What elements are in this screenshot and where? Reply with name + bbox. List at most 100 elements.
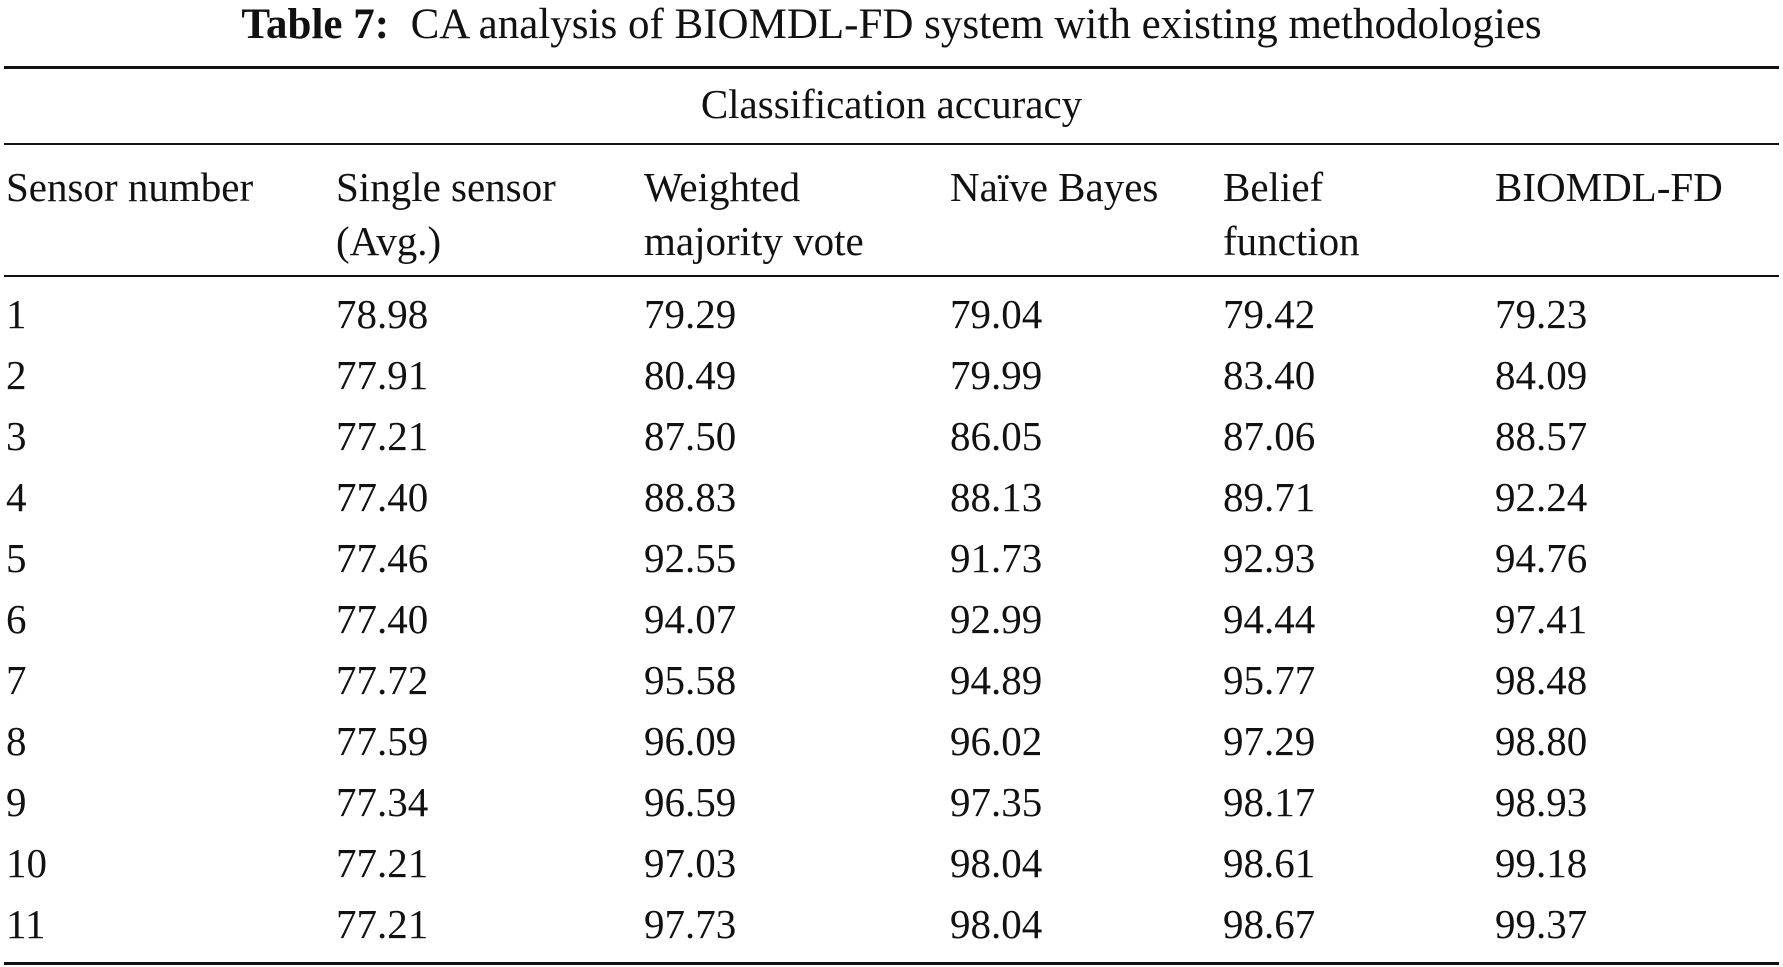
- table-cell: 9: [6, 779, 27, 825]
- table-cell: 96.02: [950, 718, 1043, 764]
- table-cell: 92.93: [1223, 535, 1316, 581]
- table-cell: 89.71: [1223, 474, 1316, 520]
- table-cell: 92.99: [950, 596, 1043, 642]
- table-cell: 4: [6, 474, 27, 520]
- table-cell: 96.59: [644, 779, 737, 825]
- table-cell: 7: [6, 657, 27, 703]
- column-header-line: Belief: [1223, 164, 1324, 210]
- table-cell: 87.50: [644, 413, 737, 459]
- column-header-rule: [4, 275, 1779, 277]
- column-header-biomdl-fd: BIOMDL-FD: [1495, 160, 1723, 214]
- table-cell: 98.67: [1223, 901, 1316, 947]
- column-header-line: BIOMDL-FD: [1495, 164, 1723, 210]
- table-cell: 11: [6, 901, 46, 947]
- table-cell: 86.05: [950, 413, 1043, 459]
- column-header-line: (Avg.): [336, 218, 442, 264]
- table-cell: 97.41: [1495, 596, 1588, 642]
- table-cell: 87.06: [1223, 413, 1316, 459]
- table-cell: 97.35: [950, 779, 1043, 825]
- table-row: 7 77.72 95.58 94.89 95.77 98.48: [0, 650, 1783, 711]
- column-header-line: Sensor number: [6, 164, 254, 210]
- group-header-rule: [4, 143, 1779, 145]
- table-cell: 83.40: [1223, 352, 1316, 398]
- table-cell: 77.59: [336, 718, 429, 764]
- table-row: 3 77.21 87.50 86.05 87.06 88.57: [0, 406, 1783, 467]
- table-cell: 77.21: [336, 413, 429, 459]
- table-cell: 92.55: [644, 535, 737, 581]
- table-cell: 8: [6, 718, 27, 764]
- table-cell: 98.61: [1223, 840, 1316, 886]
- table-cell: 97.29: [1223, 718, 1316, 764]
- table-cell: 79.04: [950, 291, 1043, 337]
- table-cell: 79.42: [1223, 291, 1316, 337]
- table-cell: 10: [6, 840, 47, 886]
- table-cell: 84.09: [1495, 352, 1588, 398]
- table-cell: 95.77: [1223, 657, 1316, 703]
- column-header-sensor-number: Sensor number: [6, 160, 253, 214]
- table-row: 4 77.40 88.83 88.13 89.71 92.24: [0, 467, 1783, 528]
- table-bottom-rule: [4, 962, 1779, 965]
- table-cell: 91.73: [950, 535, 1043, 581]
- table-row: 2 77.91 80.49 79.99 83.40 84.09: [0, 345, 1783, 406]
- table-cell: 94.07: [644, 596, 737, 642]
- table-cell: 6: [6, 596, 27, 642]
- column-header-line: function: [1223, 218, 1360, 264]
- table-row: 11 77.21 97.73 98.04 98.67 99.37: [0, 894, 1783, 955]
- table-row: 10 77.21 97.03 98.04 98.61 99.18: [0, 833, 1783, 894]
- table-cell: 98.48: [1495, 657, 1588, 703]
- table-cell: 77.46: [336, 535, 429, 581]
- table-cell: 77.40: [336, 596, 429, 642]
- table-cell: 97.03: [644, 840, 737, 886]
- table-cell: 98.04: [950, 901, 1043, 947]
- table-cell: 77.40: [336, 474, 429, 520]
- column-header-belief-function: Belief function: [1223, 160, 1360, 268]
- table-cell: 80.49: [644, 352, 737, 398]
- table-cell: 79.99: [950, 352, 1043, 398]
- table-cell: 78.98: [336, 291, 429, 337]
- table-cell: 98.17: [1223, 779, 1316, 825]
- table-cell: 96.09: [644, 718, 737, 764]
- column-header-weighted-majority-vote: Weighted majority vote: [644, 160, 864, 268]
- table-cell: 99.18: [1495, 840, 1588, 886]
- table-cell: 97.73: [644, 901, 737, 947]
- table-cell: 98.04: [950, 840, 1043, 886]
- table-cell: 98.93: [1495, 779, 1588, 825]
- table-caption-text: CA analysis of BIOMDL-FD system with exi…: [410, 1, 1542, 48]
- column-header-line: Naïve Bayes: [950, 164, 1159, 210]
- group-header: Classification accuracy: [700, 81, 1083, 127]
- table-cell: 99.37: [1495, 901, 1588, 947]
- table-cell: 1: [6, 291, 27, 337]
- column-header-line: Single sensor: [336, 164, 556, 210]
- table-row: 6 77.40 94.07 92.99 94.44 97.41: [0, 589, 1783, 650]
- table-caption: Table 7: CA analysis of BIOMDL-FD system…: [0, 0, 1783, 50]
- table-cell: 3: [6, 413, 27, 459]
- table-row: 5 77.46 92.55 91.73 92.93 94.76: [0, 528, 1783, 589]
- table-cell: 92.24: [1495, 474, 1588, 520]
- column-header-line: Weighted: [644, 164, 801, 210]
- table-cell: 77.34: [336, 779, 429, 825]
- table-cell: 94.76: [1495, 535, 1588, 581]
- table-cell: 77.72: [336, 657, 429, 703]
- table-cell: 5: [6, 535, 27, 581]
- table-row: 1 78.98 79.29 79.04 79.42 79.23: [0, 284, 1783, 345]
- table-row: 9 77.34 96.59 97.35 98.17 98.93: [0, 772, 1783, 833]
- table-cell: 77.21: [336, 901, 429, 947]
- table-cell: 95.58: [644, 657, 737, 703]
- table-cell: 98.80: [1495, 718, 1588, 764]
- table-top-rule: [4, 66, 1779, 69]
- table-cell: 79.29: [644, 291, 737, 337]
- column-header-naive-bayes: Naïve Bayes: [950, 160, 1158, 214]
- table-row: 8 77.59 96.09 96.02 97.29 98.80: [0, 711, 1783, 772]
- table-caption-label: Table 7:: [241, 1, 390, 48]
- table-cell: 94.89: [950, 657, 1043, 703]
- table-cell: 77.21: [336, 840, 429, 886]
- table-cell: 77.91: [336, 352, 429, 398]
- table-cell: 88.83: [644, 474, 737, 520]
- column-header-single-sensor: Single sensor (Avg.): [336, 160, 556, 268]
- table-cell: 88.57: [1495, 413, 1588, 459]
- table-cell: 88.13: [950, 474, 1043, 520]
- table-cell: 2: [6, 352, 27, 398]
- column-header-line: majority vote: [644, 218, 864, 264]
- table-cell: 79.23: [1495, 291, 1588, 337]
- table-cell: 94.44: [1223, 596, 1316, 642]
